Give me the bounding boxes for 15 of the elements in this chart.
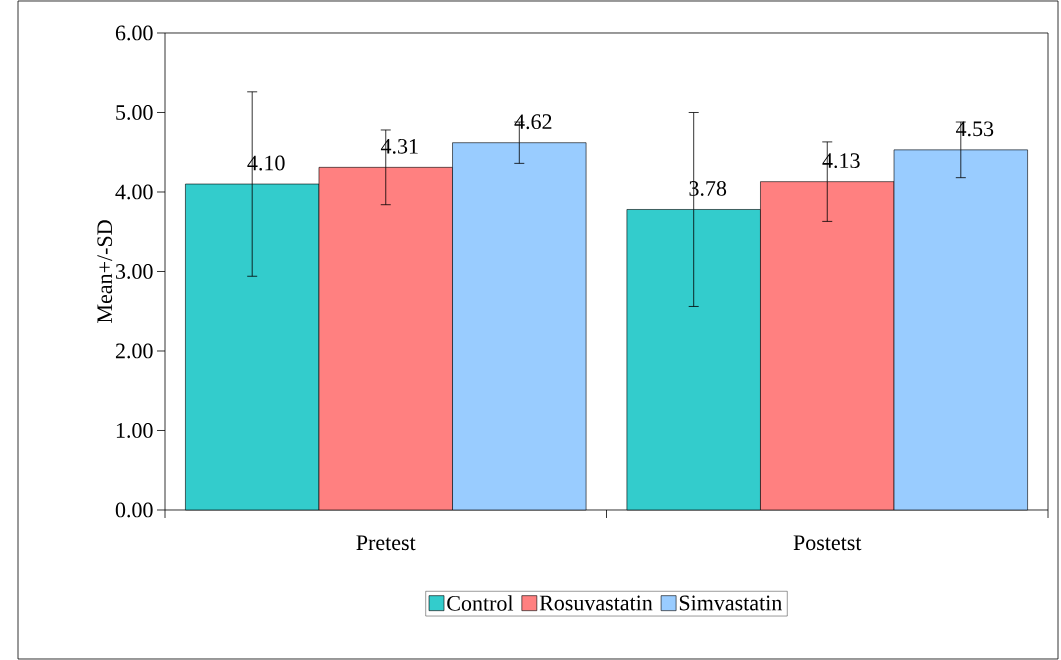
- x-tick-label: Postetst: [793, 535, 862, 551]
- y-tick-label: 1.00: [116, 423, 153, 438]
- y-tick-label: 5.00: [116, 105, 153, 120]
- y-tick-label: 2.00: [115, 343, 153, 359]
- data-label: 4.62: [514, 114, 552, 130]
- legend-label: Simvastatin: [679, 595, 782, 611]
- legend-label: Control: [447, 595, 514, 611]
- data-label: 4.10: [247, 155, 285, 171]
- y-tick-label: 0.00: [115, 502, 153, 518]
- y-tick-label: 4.00: [115, 184, 153, 200]
- x-tick-label: Pretest: [356, 535, 416, 551]
- y-tick-label: 6.00: [115, 25, 153, 41]
- y-tick-label: 3.00: [116, 264, 153, 279]
- legend-label: Rosuvastatin: [539, 595, 653, 611]
- y-axis-title: Mean+/-SD: [97, 220, 113, 323]
